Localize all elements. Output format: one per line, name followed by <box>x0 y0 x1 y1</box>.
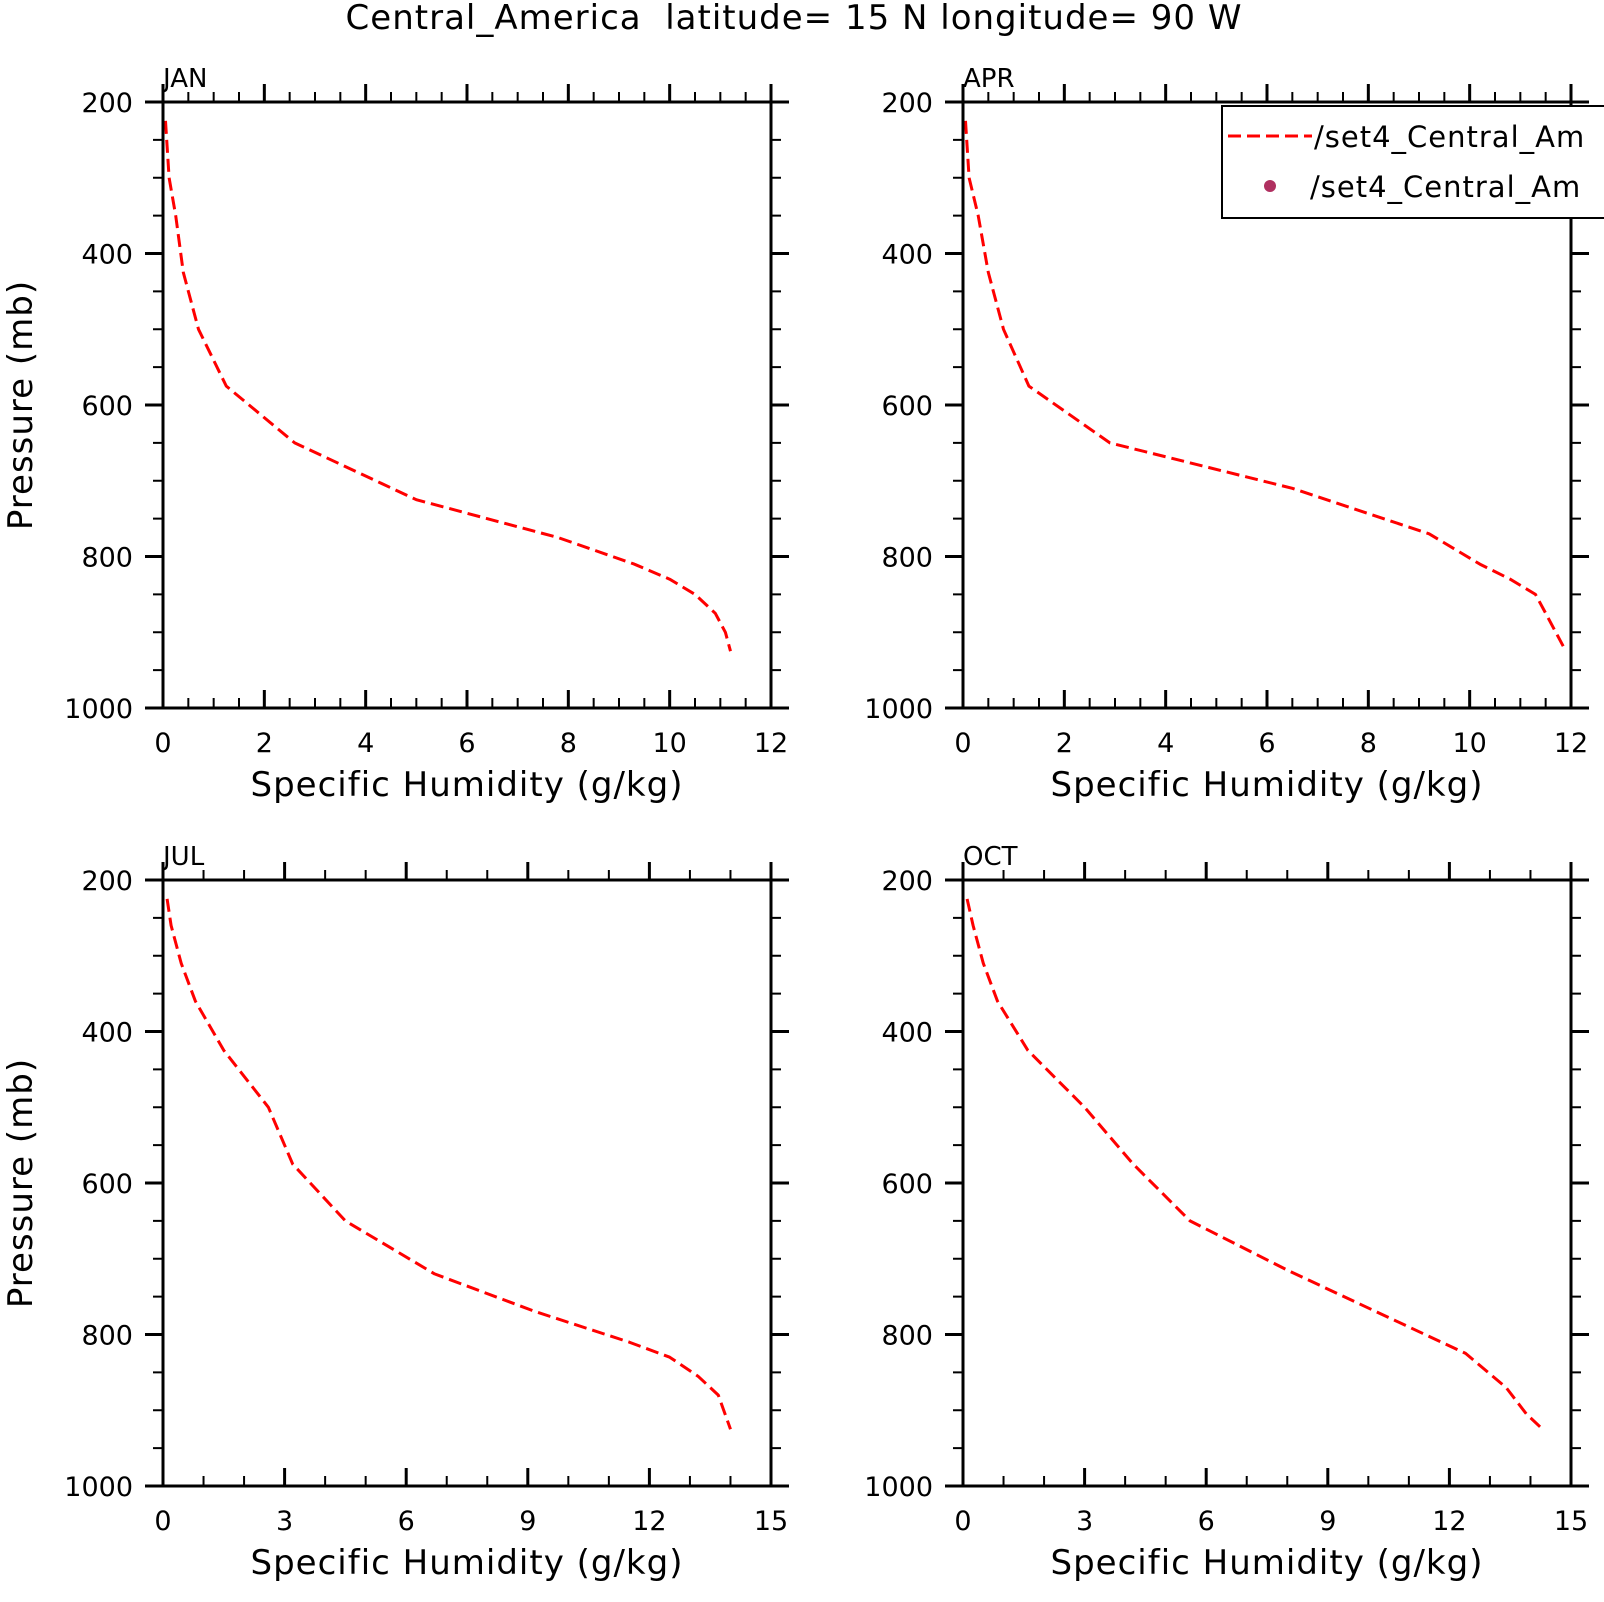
y-tick-label: 800 <box>81 1321 133 1352</box>
y-axis-label: Pressure (mb) <box>1 1058 41 1308</box>
x-tick-label: 2 <box>256 728 273 759</box>
plot-frame <box>961 100 1573 710</box>
y-tick-label: 200 <box>81 88 133 119</box>
y-tick-label: 400 <box>81 240 133 271</box>
x-axis-label: Specific Humidity (g/kg) <box>1051 765 1484 805</box>
y-tick-label: 800 <box>81 543 133 574</box>
x-tick-label: 9 <box>1319 1506 1336 1537</box>
y-tick-label: 600 <box>881 391 933 422</box>
y-tick-label: 200 <box>881 866 933 897</box>
plot-frame <box>961 878 1573 1488</box>
series-line <box>964 120 1568 652</box>
series-line <box>164 120 732 652</box>
x-tick-label: 0 <box>954 1506 971 1537</box>
chart-panel-jul: JUL 200 400 600 800 1000 0 3 6 9 12 15 Specific Humi… <box>1 842 789 1583</box>
chart-panel-apr: APR 200 400 600 800 1000 0 2 4 6 8 10 12 Specific Hum… <box>864 64 1589 805</box>
legend: /set4_Central_Am/set4_Central_Am <box>1221 105 1604 219</box>
x-axis-label: Specific Humidity (g/kg) <box>251 765 684 805</box>
x-tick-label: 9 <box>519 1506 536 1537</box>
panel-title: OCT <box>963 842 1018 872</box>
panel-title: APR <box>963 64 1015 94</box>
x-tick-label: 10 <box>1452 728 1486 759</box>
plot-frame <box>161 878 773 1488</box>
x-tick-label: 15 <box>1554 1506 1588 1537</box>
x-tick-label: 6 <box>458 728 475 759</box>
y-tick-label: 600 <box>881 1169 933 1200</box>
y-tick-label: 400 <box>881 1018 933 1049</box>
chart-panel-oct: OCT 200 400 600 800 1000 0 3 6 9 12 15 Specific Humi… <box>864 842 1589 1583</box>
x-tick-label: 2 <box>1056 728 1073 759</box>
x-tick-label: 4 <box>1157 728 1174 759</box>
x-tick-label: 8 <box>1360 728 1377 759</box>
figure-title: Central_America latitude= 15 N longitude… <box>346 0 1243 38</box>
y-tick-label: 1000 <box>864 694 933 725</box>
legend-dot-icon <box>1264 180 1276 192</box>
legend-label: /set4_Central_Am <box>1314 120 1585 154</box>
x-tick-label: 0 <box>154 1506 171 1537</box>
x-tick-label: 0 <box>954 728 971 759</box>
x-axis-label: Specific Humidity (g/kg) <box>251 1543 684 1583</box>
x-tick-label: 12 <box>1432 1506 1466 1537</box>
panel-title: JAN <box>161 64 207 94</box>
y-tick-label: 600 <box>81 1169 133 1200</box>
y-tick-label: 1000 <box>64 1472 133 1503</box>
x-axis-label: Specific Humidity (g/kg) <box>1051 1543 1484 1583</box>
y-tick-label: 600 <box>81 391 133 422</box>
legend-label: /set4_Central_Am <box>1310 170 1581 204</box>
y-tick-label: 800 <box>881 543 933 574</box>
series-line <box>165 898 732 1430</box>
x-tick-label: 6 <box>398 1506 415 1537</box>
x-tick-label: 6 <box>1198 1506 1215 1537</box>
x-tick-label: 15 <box>754 1506 788 1537</box>
x-tick-label: 10 <box>652 728 686 759</box>
series-line <box>965 898 1544 1431</box>
x-tick-label: 6 <box>1258 728 1275 759</box>
y-tick-label: 400 <box>81 1018 133 1049</box>
panel-title: JUL <box>161 842 205 872</box>
y-tick-label: 200 <box>81 866 133 897</box>
y-tick-label: 1000 <box>864 1472 933 1503</box>
y-axis-label: Pressure (mb) <box>1 280 41 530</box>
x-tick-label: 12 <box>1554 728 1588 759</box>
x-tick-label: 0 <box>154 728 171 759</box>
y-tick-label: 1000 <box>64 694 133 725</box>
x-tick-label: 3 <box>1076 1506 1093 1537</box>
plot-frame <box>161 100 773 710</box>
x-tick-label: 8 <box>560 728 577 759</box>
x-tick-label: 12 <box>632 1506 666 1537</box>
x-tick-label: 4 <box>357 728 374 759</box>
y-tick-label: 200 <box>881 88 933 119</box>
x-tick-label: 3 <box>276 1506 293 1537</box>
legend-box <box>1221 105 1604 219</box>
chart-panel-jan: JAN 200 400 600 800 1000 0 2 4 6 8 10 12 Specific Hum… <box>1 64 789 805</box>
x-tick-label: 12 <box>754 728 788 759</box>
y-tick-label: 400 <box>881 240 933 271</box>
y-tick-label: 800 <box>881 1321 933 1352</box>
